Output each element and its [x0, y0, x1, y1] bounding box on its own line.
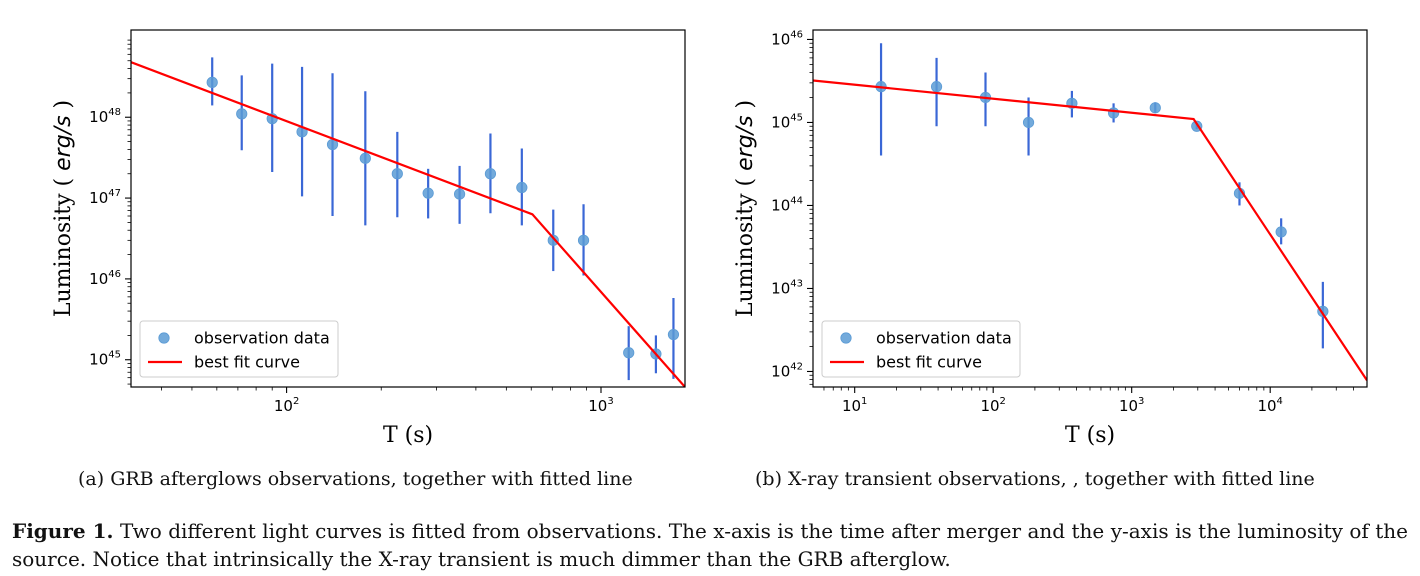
- x-tick-label: 101: [842, 396, 867, 415]
- data-point: [1107, 107, 1120, 119]
- data-point: [484, 168, 497, 180]
- panel-a-chart: 102 103 1045 1046 1047 1048 observation data be…: [51, 29, 686, 448]
- x-axis-title: T (s): [383, 423, 433, 448]
- legend-box: [821, 320, 1021, 378]
- plot-area: [813, 43, 1367, 382]
- data-point: [1149, 102, 1161, 114]
- data-point: [206, 76, 218, 88]
- y-tick-label: 1043: [771, 278, 803, 297]
- legend-label: best fit curve: [194, 353, 300, 372]
- x-axis-title: T (s): [1065, 423, 1115, 448]
- legend-box: [139, 320, 339, 378]
- x-tick-label: 102: [274, 396, 299, 415]
- data-point: [391, 168, 403, 180]
- axes-frame: [812, 29, 1368, 388]
- legend-label: observation data: [194, 329, 330, 348]
- legend-label: best fit curve: [876, 353, 982, 372]
- data-point: [359, 152, 371, 164]
- y-tick-label: 1047: [89, 188, 121, 207]
- x-tick-label: 102: [980, 396, 1005, 415]
- data-point: [422, 187, 434, 199]
- figure-caption: Figure 1. Two different light curves is …: [12, 517, 1408, 573]
- y-tick-label: 1044: [771, 195, 803, 214]
- y-tick-label: 1042: [771, 361, 803, 380]
- data-point: [577, 234, 590, 246]
- figure-charts: 102 103 1045 1046 1047 1048 observation data be…: [51, 29, 1368, 448]
- x-tick-label: 104: [1257, 396, 1282, 415]
- data-point: [547, 234, 559, 246]
- subcaption-a: (a) GRB afterglows observations, togethe…: [78, 468, 633, 490]
- data-point: [516, 181, 528, 194]
- best-fit-line: [813, 79, 1367, 382]
- data-point: [623, 347, 635, 359]
- legend-marker-points: [840, 332, 852, 344]
- figure-caption-label: Figure 1.: [12, 519, 114, 543]
- panel-b-chart: 101 102 103 104 1042 1043 1044 1045 1046 observat…: [733, 29, 1368, 448]
- data-point: [1275, 226, 1287, 238]
- data-point: [1022, 116, 1035, 129]
- y-tick-label: 1046: [89, 269, 121, 288]
- y-tick-label: 1045: [771, 112, 803, 131]
- y-tick-label: 1048: [89, 107, 121, 126]
- best-fit-line: [131, 61, 685, 387]
- data-point: [453, 188, 466, 200]
- y-tick-label: 1045: [89, 350, 121, 369]
- plot-area: [131, 57, 685, 387]
- legend-label: observation data: [876, 329, 1012, 348]
- subcaption-b: (b) X-ray transient observations, , toge…: [755, 468, 1315, 490]
- data-point: [930, 81, 943, 93]
- data-point: [236, 108, 248, 120]
- data-point: [667, 328, 680, 341]
- y-axis-title: Luminosity ( erg/s ): [733, 100, 758, 317]
- legend-marker-points: [158, 332, 170, 344]
- axes-frame: [130, 29, 686, 388]
- y-tick-label: 1046: [771, 29, 803, 48]
- x-tick-label: 103: [1119, 396, 1144, 415]
- y-axis-title: Luminosity ( erg/s ): [51, 100, 76, 317]
- figure-caption-text: Two different light curves is fitted fro…: [12, 519, 1409, 571]
- x-tick-label: 103: [588, 396, 613, 415]
